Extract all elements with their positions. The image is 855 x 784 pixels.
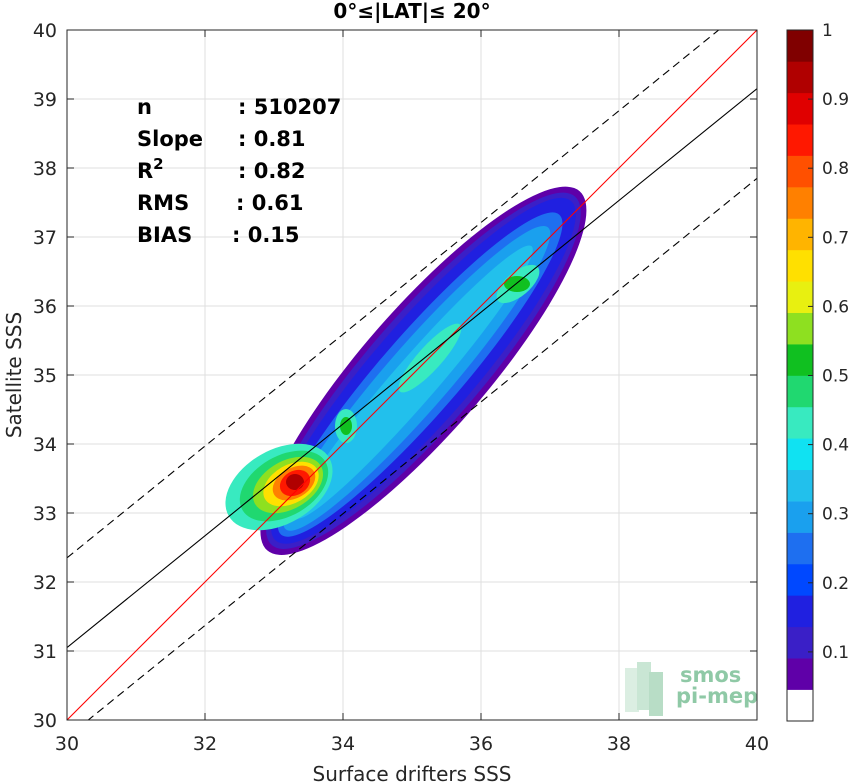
colorbar-tick-label: 0.2 bbox=[822, 574, 849, 594]
logo-text: pi-mep bbox=[676, 684, 758, 708]
colorbar-segment bbox=[787, 563, 813, 596]
colorbar-segment bbox=[787, 344, 813, 376]
colorbar-segment bbox=[787, 626, 813, 659]
y-tick-label: 38 bbox=[33, 158, 57, 180]
y-tick-label: 35 bbox=[33, 365, 57, 387]
colorbar-segment bbox=[787, 375, 813, 408]
density-contours bbox=[225, 186, 587, 555]
y-tick-label: 31 bbox=[33, 641, 57, 663]
y-tick-label: 34 bbox=[33, 434, 57, 456]
stat-label: BIAS bbox=[137, 223, 192, 247]
colorbar-segment bbox=[787, 30, 813, 62]
colorbar-segment bbox=[787, 532, 813, 565]
x-axis-label: Surface drifters SSS bbox=[313, 762, 512, 784]
colorbar-tick-label: 0.4 bbox=[822, 436, 849, 456]
regression-line bbox=[67, 88, 757, 648]
stats-box: n : 510207 Slope : 0.81 R2 : 0.82 RMS : 0.61 BIA… bbox=[137, 95, 341, 247]
stat-label: Slope bbox=[137, 127, 203, 151]
colorbar-segment bbox=[787, 501, 813, 533]
colorbar-segment bbox=[787, 469, 813, 502]
colorbar-segment bbox=[787, 406, 813, 439]
stat-label: R2 bbox=[137, 155, 164, 183]
y-axis-label: Satellite SSS bbox=[2, 312, 26, 438]
colorbar-segment bbox=[787, 658, 813, 690]
colorbar-tick-label: 0.3 bbox=[822, 505, 849, 525]
x-tick-label: 30 bbox=[55, 733, 79, 755]
logo-text: smos bbox=[680, 663, 741, 687]
x-tick-label: 32 bbox=[193, 733, 217, 755]
colorbar-tick-label: 0.6 bbox=[822, 297, 849, 317]
reference-lines bbox=[67, 30, 757, 720]
colorbar-segment bbox=[787, 312, 813, 345]
y-tick-label: 39 bbox=[33, 89, 57, 111]
colorbar-tick-label: 0.8 bbox=[822, 159, 849, 179]
colorbar-segment bbox=[787, 249, 813, 282]
contour-level bbox=[286, 474, 304, 490]
stat-label: n bbox=[137, 95, 152, 119]
stat-value: : 0.81 bbox=[238, 127, 306, 151]
y-tick-label: 30 bbox=[33, 710, 57, 732]
x-tick-label: 38 bbox=[607, 733, 631, 755]
colorbar-segment bbox=[787, 155, 813, 188]
colorbar-segment bbox=[787, 124, 813, 156]
y-tick-label: 33 bbox=[33, 503, 57, 525]
y-tick-label: 36 bbox=[33, 296, 57, 318]
x-tick-label: 36 bbox=[469, 733, 493, 755]
colorbar-segment bbox=[787, 92, 813, 125]
colorbar-tick-label: 0.5 bbox=[822, 367, 849, 387]
y-axis-ticks: 30 31 32 33 34 35 36 37 38 39 40 bbox=[33, 20, 757, 732]
colorbar: 0.1 0.2 0.3 0.4 0.5 0.6 0.7 0.8 0.9 1 bbox=[786, 21, 849, 722]
colorbar-tick-label: 1 bbox=[822, 21, 833, 41]
x-axis-ticks: 30 32 34 36 38 40 bbox=[55, 30, 769, 755]
colorbar-segment bbox=[787, 438, 813, 471]
stat-value: : 0.61 bbox=[236, 191, 304, 215]
colorbar-segment bbox=[787, 595, 813, 628]
chart-title: 0°≤|LAT|≤ 20° bbox=[333, 0, 490, 23]
upper-envelope-line bbox=[67, 30, 720, 559]
colorbar-segment bbox=[787, 187, 813, 219]
lower-envelope-line bbox=[87, 177, 757, 720]
y-tick-label: 32 bbox=[33, 572, 57, 594]
colorbar-segment bbox=[787, 218, 813, 251]
stat-value: : 0.15 bbox=[232, 223, 300, 247]
y-tick-label: 40 bbox=[33, 20, 57, 42]
colorbar-segment bbox=[787, 689, 813, 722]
colorbar-segment bbox=[787, 281, 813, 313]
logo: smos pi-mep bbox=[625, 662, 758, 716]
stat-label: RMS bbox=[137, 191, 189, 215]
stat-value: : 510207 bbox=[238, 95, 341, 119]
x-tick-label: 34 bbox=[331, 733, 355, 755]
identity-line bbox=[67, 30, 757, 720]
colorbar-tick-label: 0.9 bbox=[822, 90, 849, 110]
contour-level bbox=[340, 417, 352, 435]
stat-value: : 0.82 bbox=[238, 159, 306, 183]
colorbar-tick-label: 0.7 bbox=[822, 228, 849, 248]
x-tick-label: 40 bbox=[745, 733, 769, 755]
colorbar-segment bbox=[787, 61, 813, 94]
colorbar-tick-label: 0.1 bbox=[822, 643, 849, 663]
y-tick-label: 37 bbox=[33, 227, 57, 249]
